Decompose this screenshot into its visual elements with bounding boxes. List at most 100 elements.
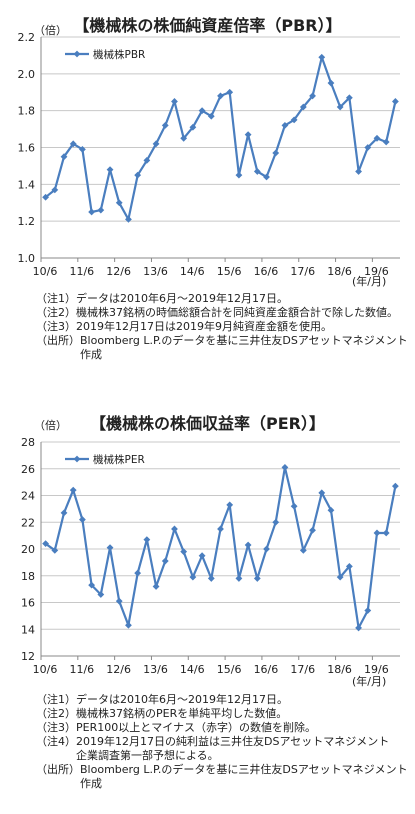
note-text: PER100以上とマイナス（赤字）の数値を削除。	[76, 721, 317, 734]
data-point	[161, 557, 169, 565]
note-key: （注2）	[36, 707, 76, 720]
y-tick-label: 22	[21, 516, 35, 529]
data-point	[42, 540, 50, 548]
data-point	[42, 193, 50, 201]
data-point	[244, 541, 252, 549]
data-point	[309, 92, 316, 100]
data-point	[134, 171, 142, 179]
data-point	[180, 134, 188, 142]
data-point	[79, 516, 86, 523]
x-tick-label: 14/6	[180, 265, 205, 278]
note-row: （出所） Bloomberg L.P.のデータを基に三井住友DSアセットマネジメン…	[36, 763, 411, 791]
data-point	[88, 208, 96, 216]
data-point	[106, 166, 114, 173]
data-point	[290, 502, 298, 510]
data-point	[79, 145, 86, 153]
data-point	[391, 98, 399, 105]
data-point	[189, 573, 197, 581]
data-point	[272, 149, 280, 157]
data-point	[125, 621, 132, 629]
data-point	[382, 138, 390, 146]
data-point	[391, 482, 399, 490]
data-point	[299, 546, 307, 554]
series-line	[44, 466, 397, 629]
x-tick-label: 15/6	[217, 663, 242, 676]
data-point	[235, 171, 243, 179]
data-point	[355, 168, 362, 175]
pbr-notes: （注1） データは2010年6月～2019年12月17日。 （注2） 機械株37銘柄の…	[36, 292, 411, 362]
note-key: （注1）	[36, 693, 76, 706]
chart-title: 【機械株の株価収益率（PER）】	[90, 414, 325, 433]
data-point	[281, 464, 289, 471]
data-point	[189, 123, 197, 131]
note-key: （出所）	[36, 763, 80, 776]
data-point	[272, 518, 280, 526]
note-text: Bloomberg L.P.のデータを基に三井住友DSアセットマネジメント 作成	[80, 334, 408, 361]
data-point	[207, 112, 215, 120]
x-tick-label: 11/6	[69, 265, 94, 278]
data-point	[345, 562, 353, 570]
data-point	[373, 529, 381, 537]
y-axis-unit: （倍）	[34, 24, 67, 37]
data-point	[198, 552, 206, 560]
data-point	[171, 525, 178, 533]
note-key: （注3）	[36, 320, 76, 333]
y-tick-label: 1.0	[18, 252, 36, 265]
note-key: （注4）	[36, 735, 76, 748]
y-tick-label: 1.8	[18, 105, 36, 118]
x-tick-label: 19/6	[364, 265, 389, 278]
note-text: 機械株37銘柄のPERを単純平均した数値。	[76, 707, 288, 720]
data-point	[364, 607, 372, 614]
data-point	[143, 536, 151, 544]
y-tick-label: 26	[21, 463, 35, 476]
data-point	[318, 489, 326, 497]
y-axis-unit: （倍）	[34, 419, 67, 432]
data-point	[309, 526, 316, 534]
x-tick-label: 10/6	[33, 265, 58, 278]
x-tick-label: 10/6	[33, 663, 58, 676]
data-point	[152, 140, 160, 148]
data-point	[207, 575, 215, 582]
series-line	[44, 56, 397, 221]
note-row: （注1） データは2010年6月～2019年12月17日。	[36, 292, 411, 306]
x-tick-label: 16/6	[254, 663, 279, 676]
data-point	[290, 116, 298, 124]
data-point	[364, 144, 372, 151]
per-notes: （注1） データは2010年6月～2019年12月17日。 （注2） 機械株37銘柄の…	[36, 693, 411, 791]
data-point	[345, 94, 353, 102]
data-point	[336, 573, 344, 581]
note-text: 機械株37銘柄の時価総額合計を同純資産金額合計で除した数値。	[76, 306, 398, 319]
y-tick-label: 28	[21, 436, 35, 449]
data-point	[198, 107, 206, 115]
x-tick-label: 17/6	[290, 663, 315, 676]
data-point	[373, 134, 381, 142]
data-point	[263, 545, 270, 553]
data-point	[217, 525, 224, 533]
y-tick-label: 12	[21, 650, 35, 663]
y-tick-label: 16	[21, 597, 35, 610]
x-tick-label: 19/6	[364, 663, 389, 676]
x-tick-label: 12/6	[106, 663, 131, 676]
pbr-line-chart: 1.0 1.2 1.4 1.6 1.8 2.0 2.2 10/6 11/6 12/6 13/6 14/…	[18, 31, 400, 278]
data-point	[152, 583, 160, 590]
x-tick-label: 14/6	[180, 663, 205, 676]
data-point	[327, 506, 335, 514]
data-point	[336, 103, 344, 111]
note-key: （注1）	[36, 292, 76, 305]
note-key: （注2）	[36, 306, 76, 319]
data-point	[69, 486, 77, 494]
data-point	[180, 548, 188, 556]
y-tick-label: 18	[21, 570, 35, 583]
per-chart-panel: 【機械株の株価収益率（PER）】 （倍） 12 14 16 18 20 22 24 26 28 1…	[0, 405, 415, 814]
data-point	[97, 206, 105, 214]
y-tick-label: 1.6	[18, 142, 36, 155]
legend-label: 機械株PBR	[93, 48, 145, 61]
data-point	[143, 156, 151, 164]
data-point	[327, 79, 335, 87]
y-tick-label: 2.0	[18, 68, 36, 81]
note-row: （注1） データは2010年6月～2019年12月17日。	[36, 693, 411, 707]
note-text: 2019年12月17日は2019年9月純資産金額を使用。	[76, 320, 332, 333]
data-point	[281, 122, 289, 129]
note-row: （注2） 機械株37銘柄の時価総額合計を同純資産金額合計で除した数値。	[36, 306, 411, 320]
data-point	[318, 53, 326, 61]
